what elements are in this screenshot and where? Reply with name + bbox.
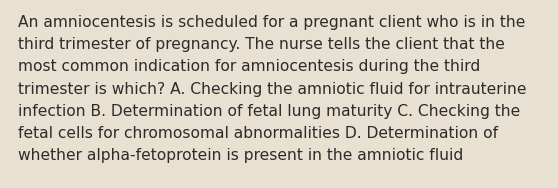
Text: whether alpha-fetoprotein is present in the amniotic fluid: whether alpha-fetoprotein is present in … [18,148,463,163]
Text: most common indication for amniocentesis during the third: most common indication for amniocentesis… [18,59,480,74]
Text: infection B. Determination of fetal lung maturity C. Checking the: infection B. Determination of fetal lung… [18,104,520,119]
Text: third trimester of pregnancy. The nurse tells the client that the: third trimester of pregnancy. The nurse … [18,37,505,52]
Text: trimester is which? A. Checking the amniotic fluid for intrauterine: trimester is which? A. Checking the amni… [18,82,527,97]
Text: fetal cells for chromosomal abnormalities D. Determination of: fetal cells for chromosomal abnormalitie… [18,126,498,141]
Text: An amniocentesis is scheduled for a pregnant client who is in the: An amniocentesis is scheduled for a preg… [18,15,526,30]
